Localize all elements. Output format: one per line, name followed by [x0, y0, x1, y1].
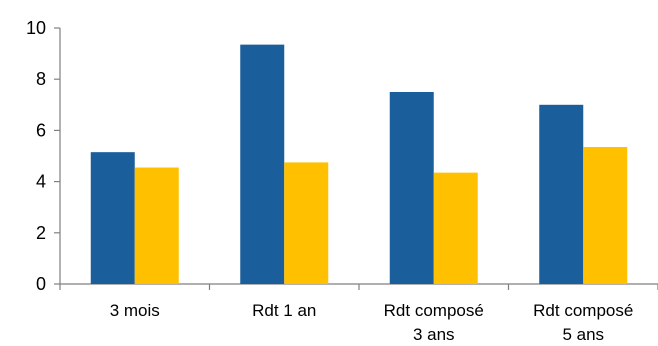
- x-category-label: Rdt 1 an: [252, 301, 316, 320]
- x-category-label: 5 ans: [562, 325, 604, 344]
- x-category-label: Rdt composé: [384, 301, 484, 320]
- bar-series-1: [240, 44, 285, 284]
- bar-series-2: [284, 162, 329, 284]
- bar-series-2: [134, 167, 179, 284]
- y-tick-label: 0: [36, 274, 46, 294]
- x-axis: 3 mois Rdt 1 an Rdt composé 3 ans Rdt compos…: [59, 283, 658, 344]
- bar-series-1: [90, 152, 135, 284]
- y-tick-label: 2: [36, 223, 46, 243]
- bar-series-2: [433, 172, 478, 284]
- bar-series-1: [539, 104, 584, 284]
- bar-series-2: [583, 147, 628, 284]
- y-tick-label: 8: [36, 69, 46, 89]
- y-tick-label: 6: [36, 120, 46, 140]
- y-axis: 0 2 4 6 8 10: [26, 18, 61, 294]
- bars: [90, 44, 628, 284]
- x-category-label: 3 mois: [110, 301, 160, 320]
- x-category-label: 3 ans: [413, 325, 455, 344]
- y-tick-label: 4: [36, 172, 46, 192]
- y-tick-label: 10: [26, 18, 46, 38]
- x-category-label: Rdt composé: [533, 301, 633, 320]
- bar-series-1: [389, 92, 434, 284]
